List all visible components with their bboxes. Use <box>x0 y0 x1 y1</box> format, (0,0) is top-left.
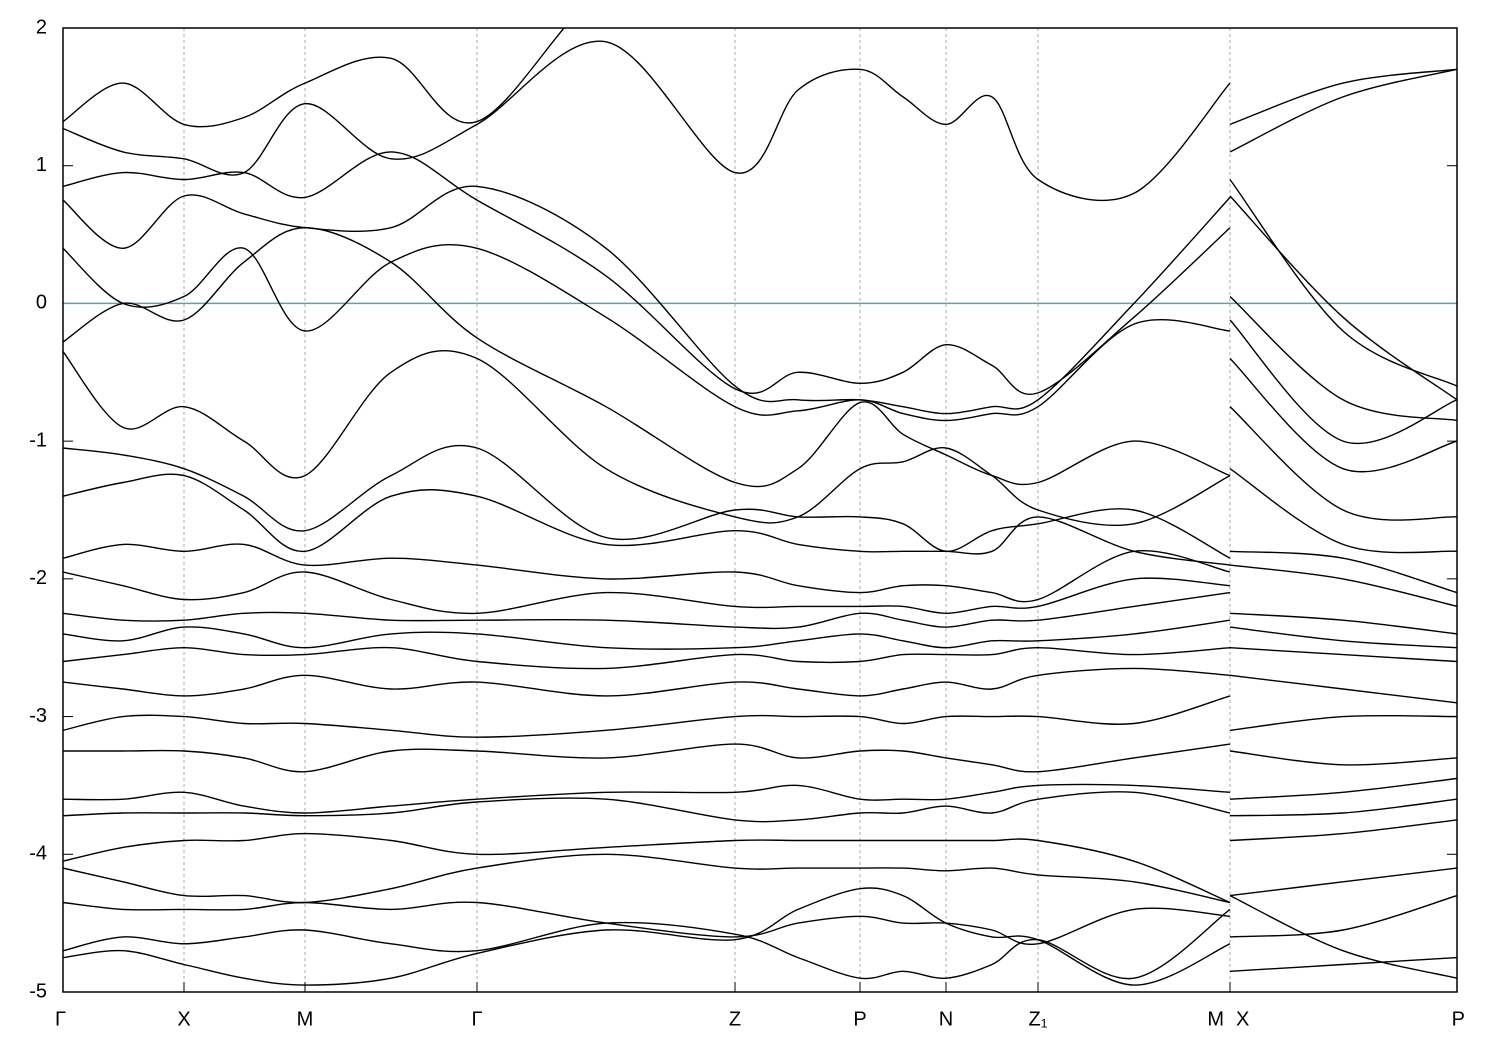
x-tick-label: Γ <box>471 1008 482 1030</box>
band-line <box>63 591 1457 635</box>
y-tick-label: 0 <box>36 292 47 314</box>
y-tick-label: -4 <box>29 843 47 865</box>
band-line <box>63 468 1457 566</box>
x-tick-label: N <box>939 1008 953 1030</box>
y-tick-label: 2 <box>36 16 47 38</box>
x-tick-label: P <box>853 1008 866 1030</box>
band-line <box>63 185 1457 415</box>
x-tick-label: Γ <box>55 1008 66 1030</box>
band-line <box>63 406 1457 559</box>
band-line <box>63 791 1457 823</box>
x-tick-label: M <box>297 1008 314 1030</box>
y-tick-label: -1 <box>29 429 47 451</box>
band-line <box>63 695 1457 738</box>
y-tick-label: -5 <box>29 980 47 1002</box>
band-line <box>63 226 1457 488</box>
x-tick-label: Z₁ <box>1029 1008 1048 1030</box>
band-line <box>63 819 1457 904</box>
band-line <box>63 777 1457 814</box>
y-tick-label: 1 <box>36 154 47 176</box>
x-tick-label: X <box>177 1008 190 1030</box>
plot-frame <box>62 27 1458 993</box>
band-line <box>63 646 1457 670</box>
x-tick-label: P <box>1452 1008 1465 1030</box>
band-line <box>63 564 1457 615</box>
band-line <box>63 243 1457 422</box>
bands-layer <box>63 28 1457 986</box>
band-line <box>63 40 1457 202</box>
y-tick-label: -2 <box>29 567 47 589</box>
band-line <box>63 349 1457 527</box>
band-line <box>63 28 1457 128</box>
x-tick-label: X <box>1236 1008 1249 1030</box>
band-line <box>63 743 1457 773</box>
band-line <box>63 543 1457 603</box>
band-line <box>63 667 1457 704</box>
band-line <box>63 619 1457 650</box>
band-line <box>63 908 1457 980</box>
band-line <box>63 151 1457 396</box>
x-tick-label: M <box>1207 1008 1224 1030</box>
x-tick-label: Z <box>729 1008 741 1030</box>
band-line <box>63 887 1457 986</box>
y-tick-label: -3 <box>29 705 47 727</box>
band-line <box>63 853 1457 904</box>
band-line <box>63 894 1457 946</box>
